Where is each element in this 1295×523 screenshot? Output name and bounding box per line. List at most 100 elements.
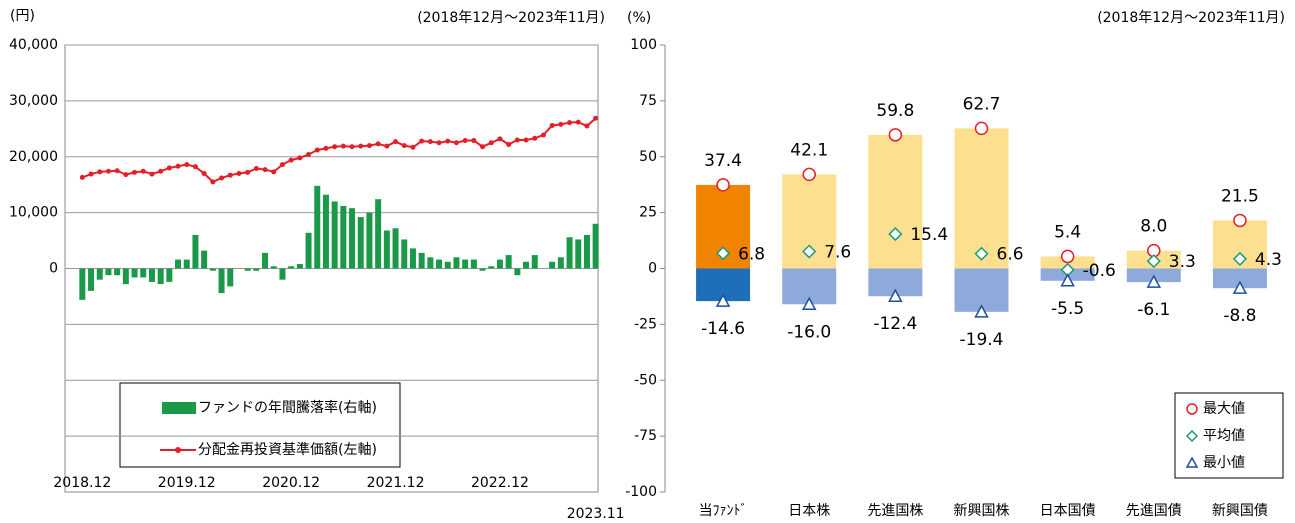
- bar: [444, 261, 451, 269]
- y-tick-label: 0: [49, 261, 58, 277]
- point: [514, 137, 520, 143]
- y-tick-label: -100: [625, 484, 657, 500]
- point: [340, 143, 346, 149]
- point: [384, 143, 390, 149]
- marker-max: [802, 167, 816, 182]
- point: [453, 140, 459, 146]
- legend-marker: [1185, 456, 1199, 468]
- bar: [531, 255, 538, 269]
- x-tick-label: 2021.12: [367, 475, 425, 491]
- marker-avg: [1146, 254, 1161, 269]
- point: [123, 172, 129, 178]
- point: [88, 171, 94, 177]
- y-tick-label: 10,000: [9, 205, 58, 221]
- data-label: -16.0: [787, 322, 831, 342]
- legend-label: 最小値: [1203, 455, 1245, 471]
- point: [288, 157, 294, 163]
- bar: [148, 268, 155, 282]
- point: [114, 168, 120, 174]
- x-tick-label: 2023.11: [567, 506, 625, 522]
- y-tick-label: -75: [634, 428, 657, 444]
- point: [393, 139, 399, 145]
- data-label: 8.0: [1140, 217, 1167, 237]
- y-tick-label: 30,000: [9, 93, 58, 109]
- data-label: -12.4: [873, 314, 917, 334]
- bar: [192, 234, 199, 269]
- point: [245, 169, 251, 175]
- legend-swatch: [162, 402, 196, 414]
- data-label: 59.8: [876, 101, 914, 121]
- data-label: 62.7: [963, 94, 1001, 114]
- x-tick-label: 当ﾌｧﾝﾄﾞ: [699, 503, 748, 519]
- bar: [314, 185, 321, 269]
- marker-avg: [974, 246, 989, 261]
- point: [262, 167, 268, 173]
- y-tick-label: -50: [634, 372, 657, 388]
- data-label: 7.6: [824, 243, 851, 263]
- bar: [105, 268, 112, 276]
- data-label: -5.5: [1051, 299, 1084, 319]
- legend-label: ファンドの年間騰落率(右軸): [198, 399, 377, 416]
- bar: [868, 134, 923, 269]
- bar: [409, 248, 416, 269]
- bar: [166, 268, 173, 282]
- point: [236, 171, 242, 177]
- bar: [488, 266, 495, 269]
- bar: [131, 268, 138, 278]
- point: [410, 144, 416, 150]
- bar: [122, 268, 129, 285]
- bar: [566, 237, 573, 269]
- bar: [244, 268, 251, 271]
- bar: [253, 268, 260, 271]
- x-tick-label: 2020.12: [262, 475, 320, 491]
- bar: [418, 252, 425, 269]
- bar: [209, 268, 216, 271]
- bar: [270, 266, 277, 269]
- data-label: -0.6: [1083, 261, 1116, 281]
- bar: [557, 257, 564, 269]
- bar: [383, 230, 390, 269]
- point: [158, 168, 164, 174]
- point: [349, 144, 355, 150]
- legend-label: 最大値: [1203, 401, 1245, 417]
- y-tick-label: 40,000: [9, 37, 58, 53]
- bar: [322, 194, 329, 269]
- point: [271, 169, 277, 175]
- data-label: 6.6: [997, 245, 1024, 265]
- x-tick-label: 2022.12: [471, 475, 529, 491]
- bar: [262, 252, 269, 269]
- point: [166, 165, 172, 171]
- bar: [288, 266, 295, 269]
- point: [558, 121, 564, 127]
- bar: [954, 128, 1009, 269]
- x-tick-label: 日本株: [788, 503, 830, 519]
- point: [79, 174, 85, 180]
- point: [105, 168, 111, 174]
- bar: [96, 268, 103, 280]
- marker-max: [1233, 213, 1247, 228]
- point: [149, 171, 155, 177]
- bar: [331, 201, 338, 269]
- period: (2018年12月～2023年11月): [1097, 10, 1285, 26]
- marker-avg: [1232, 251, 1247, 266]
- point: [192, 164, 198, 170]
- point: [314, 147, 320, 153]
- y-tick-label: 50: [639, 149, 657, 165]
- x-tick-label: 2018.12: [53, 475, 111, 491]
- y-tick-label: 100: [630, 37, 657, 53]
- point: [175, 163, 181, 169]
- marker-max: [888, 128, 903, 142]
- marker-min: [974, 304, 989, 318]
- bar: [201, 250, 208, 269]
- marker-avg: [802, 244, 817, 259]
- bar: [549, 261, 556, 269]
- y-tick-label: 0: [648, 261, 657, 277]
- data-label: -6.1: [1137, 300, 1170, 320]
- data-label: 21.5: [1221, 186, 1259, 206]
- bar: [279, 268, 286, 280]
- bar: [227, 268, 234, 287]
- data-label: 5.4: [1054, 222, 1081, 242]
- marker-max: [716, 178, 730, 192]
- data-label: 37.4: [704, 151, 742, 171]
